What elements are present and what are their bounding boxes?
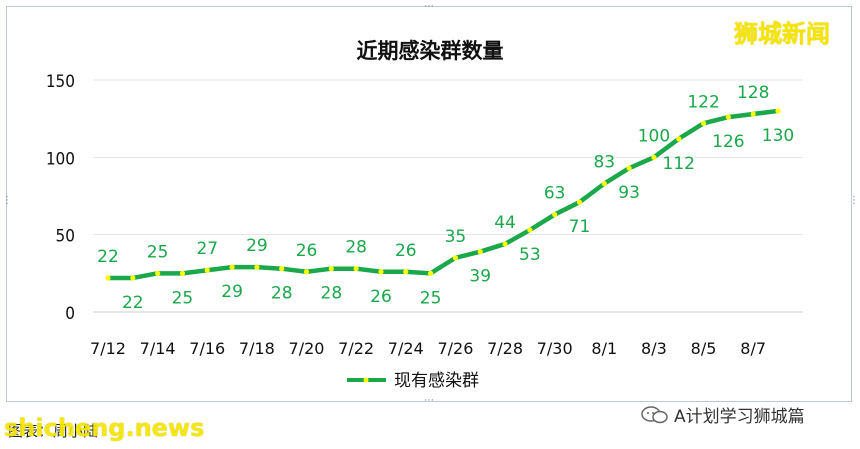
- data-label: 71: [569, 217, 591, 237]
- data-label: 26: [395, 241, 417, 261]
- legend-label: 现有感染群: [394, 371, 479, 391]
- data-labels: 2222252527292928262828262625353944536371…: [97, 83, 794, 313]
- series-layer: [105, 108, 781, 281]
- x-tick-label: 8/5: [691, 339, 717, 358]
- data-point: [279, 266, 285, 272]
- data-point: [105, 275, 111, 281]
- x-tick-label: 7/28: [487, 339, 523, 358]
- resize-handle-bottom[interactable]: ⋯: [424, 395, 434, 406]
- data-label: 25: [172, 288, 194, 308]
- x-tick-label: 7/14: [140, 339, 176, 358]
- data-point: [576, 199, 583, 205]
- data-label: 122: [687, 92, 719, 112]
- data-label: 63: [544, 184, 566, 204]
- data-label: 25: [420, 288, 442, 308]
- x-tick-label: 7/18: [239, 339, 275, 358]
- data-label: 83: [593, 153, 615, 173]
- data-point: [155, 270, 161, 276]
- series-line: [105, 108, 781, 281]
- data-label: 35: [445, 227, 467, 247]
- wechat-account-name: A计划学习狮城篇: [674, 407, 805, 427]
- data-label: 26: [370, 287, 392, 307]
- data-point: [700, 120, 707, 126]
- data-point: [502, 241, 508, 247]
- data-label: 130: [762, 126, 794, 146]
- data-label: 100: [638, 126, 670, 146]
- data-point: [130, 275, 136, 281]
- data-point: [328, 266, 334, 272]
- chart-caption: 图表：周小陆: [8, 422, 99, 440]
- data-point: [750, 111, 756, 117]
- data-label: 112: [663, 154, 695, 174]
- data-point: [378, 269, 384, 275]
- resize-handle-left[interactable]: ⋮: [2, 195, 12, 206]
- data-point: [626, 165, 632, 171]
- grid-lines: [93, 79, 803, 313]
- data-point: [601, 181, 607, 187]
- data-label: 53: [519, 245, 541, 265]
- data-point: [477, 249, 483, 255]
- data-point: [651, 154, 657, 160]
- y-tick-label: 150: [46, 72, 75, 92]
- y-axis-ticks: 0 50 100 150: [46, 72, 75, 324]
- data-point: [775, 108, 781, 114]
- x-tick-label: 7/22: [338, 339, 374, 358]
- resize-handle-top[interactable]: ⋯: [424, 1, 434, 12]
- data-label: 128: [737, 83, 769, 103]
- watermark-top: 狮城新闻: [734, 20, 830, 48]
- y-tick-label: 100: [46, 149, 75, 169]
- x-tick-label: 7/20: [289, 339, 325, 358]
- x-tick-label: 7/12: [90, 339, 126, 358]
- resize-handle-right[interactable]: ⋮: [849, 195, 859, 206]
- brand-watermark: shicheng.news: [4, 414, 205, 442]
- wechat-account[interactable]: A计划学习狮城篇: [640, 402, 805, 427]
- data-label: 22: [97, 247, 119, 267]
- x-tick-label: 7/30: [537, 339, 573, 358]
- data-label: 27: [196, 239, 218, 259]
- data-label: 44: [494, 213, 516, 233]
- x-tick-label: 7/16: [189, 339, 225, 358]
- data-point: [254, 264, 260, 270]
- data-label: 25: [147, 242, 169, 262]
- legend-marker: [363, 377, 369, 383]
- data-label: 29: [221, 282, 243, 302]
- data-point: [452, 255, 459, 261]
- x-tick-label: 8/1: [591, 339, 617, 358]
- data-label: 28: [321, 284, 343, 304]
- chart-title: 近期感染群数量: [357, 39, 504, 63]
- y-tick-label: 50: [56, 227, 75, 247]
- data-point: [725, 114, 731, 120]
- data-point: [353, 266, 359, 272]
- data-point: [403, 269, 409, 275]
- x-tick-label: 8/7: [740, 339, 766, 358]
- data-label: 28: [271, 284, 293, 304]
- data-point: [179, 270, 186, 276]
- data-point: [676, 136, 682, 142]
- data-point: [303, 269, 310, 275]
- data-label: 39: [469, 267, 491, 287]
- wechat-icon: [640, 405, 670, 425]
- x-axis-ticks: 7/12 7/14 7/16 7/18 7/20 7/22 7/24 7/26 7/28 7/30…: [90, 339, 766, 358]
- data-label: 26: [296, 241, 318, 261]
- data-point: [229, 264, 235, 270]
- data-label: 93: [618, 183, 640, 203]
- data-point: [552, 211, 558, 218]
- y-tick-label: 0: [65, 304, 75, 324]
- data-point: [427, 270, 434, 276]
- data-label: 126: [712, 132, 744, 152]
- x-tick-label: 8/3: [641, 339, 667, 358]
- data-label: 29: [246, 236, 268, 256]
- data-label: 28: [345, 238, 367, 258]
- data-point: [527, 227, 533, 233]
- legend: 现有感染群: [347, 371, 479, 391]
- data-point: [204, 267, 210, 273]
- x-tick-label: 7/24: [388, 339, 424, 358]
- data-label: 22: [122, 293, 144, 313]
- x-tick-label: 7/26: [437, 339, 473, 358]
- chart-frame: [6, 6, 852, 402]
